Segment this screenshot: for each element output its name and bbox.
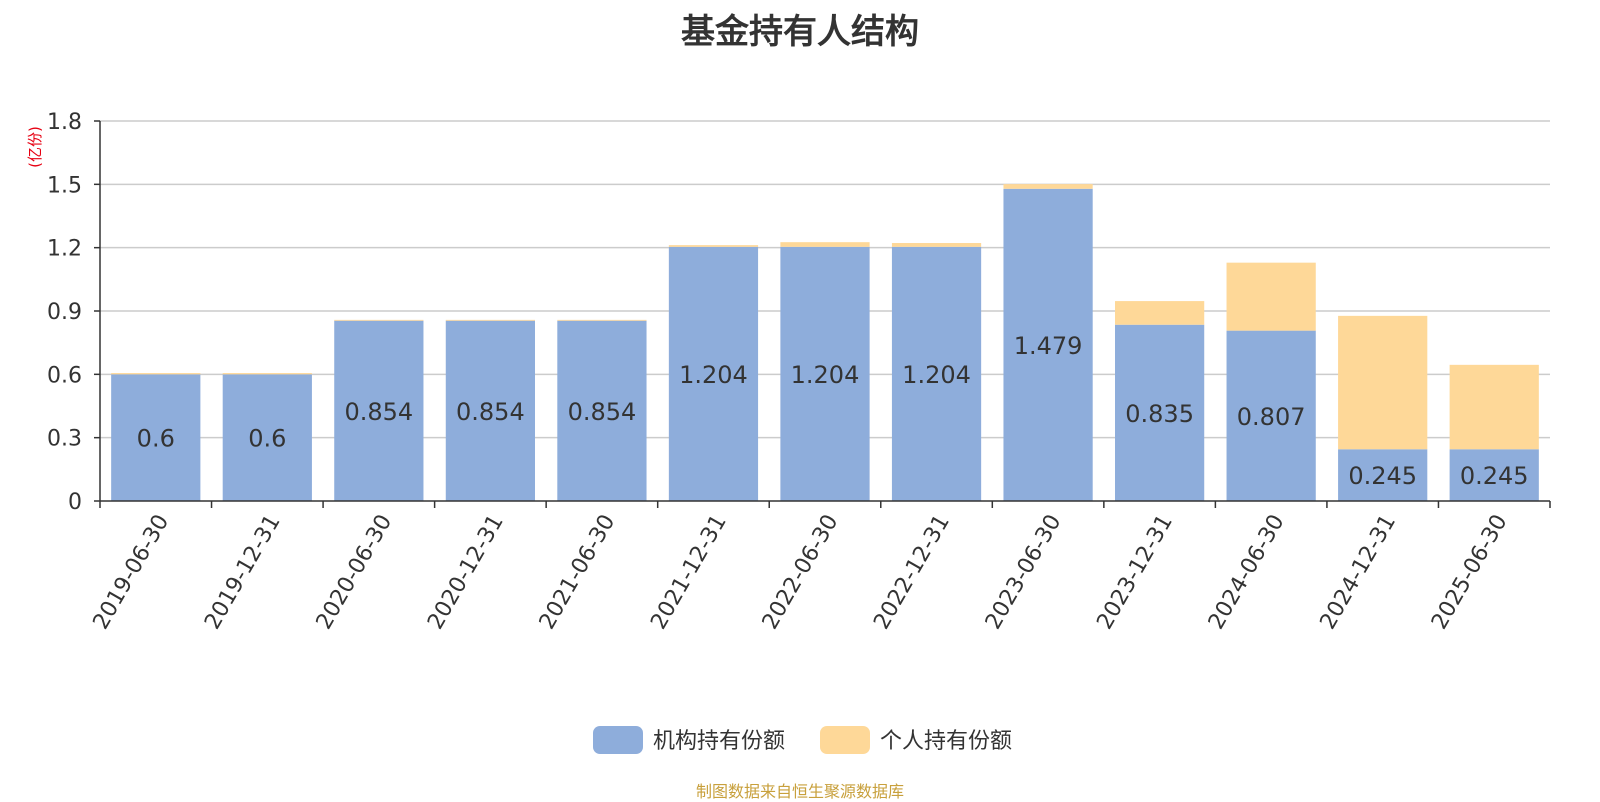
bar-individual[interactable] bbox=[1449, 364, 1539, 450]
bar-institution[interactable] bbox=[222, 374, 312, 501]
bar-individual[interactable] bbox=[668, 245, 759, 247]
bar-individual[interactable] bbox=[222, 373, 312, 375]
data-label: 0.835 bbox=[1125, 400, 1194, 428]
bar-individual[interactable] bbox=[111, 373, 201, 375]
y-tick-label: 0 bbox=[68, 490, 82, 515]
data-label: 1.204 bbox=[791, 361, 860, 389]
x-tick-label: 2021-06-30 bbox=[535, 511, 621, 634]
bar-institution[interactable] bbox=[1003, 188, 1093, 501]
y-tick-label: 1.2 bbox=[47, 237, 82, 262]
bars: 0.6 0.6 0.854 0.854 0.854 1.204 1.204 1.204 1.47… bbox=[111, 184, 1539, 501]
y-tick-label: 1.5 bbox=[47, 173, 82, 198]
x-tick-label: 2021-12-31 bbox=[646, 511, 732, 634]
legend-swatch[interactable] bbox=[820, 726, 870, 754]
bar-institution[interactable] bbox=[891, 246, 982, 501]
x-tick-label: 2022-12-31 bbox=[869, 511, 955, 634]
bar-institution[interactable] bbox=[445, 320, 535, 501]
x-tick-label: 2020-06-30 bbox=[312, 511, 398, 634]
bar-individual[interactable] bbox=[557, 319, 647, 321]
data-label: 0.6 bbox=[137, 425, 175, 453]
x-tick-label: 2023-06-30 bbox=[981, 511, 1067, 634]
y-unit-label: (亿份) bbox=[26, 126, 44, 168]
data-label: 0.807 bbox=[1237, 403, 1306, 431]
x-tick-label: 2025-06-30 bbox=[1427, 511, 1513, 634]
data-label: 0.245 bbox=[1460, 462, 1529, 490]
bar-individual[interactable] bbox=[891, 243, 982, 247]
bar-individual[interactable] bbox=[334, 319, 424, 321]
bar-individual[interactable] bbox=[1003, 184, 1093, 189]
legend-label[interactable]: 个人持有份额 bbox=[880, 729, 1012, 754]
chart-title: 基金持有人结构 bbox=[681, 12, 919, 52]
bar-individual[interactable] bbox=[1226, 262, 1316, 331]
x-tick-label: 2022-06-30 bbox=[758, 511, 844, 634]
x-tick-label: 2023-12-31 bbox=[1092, 511, 1178, 634]
bar-institution[interactable] bbox=[1115, 324, 1205, 501]
data-label: 1.479 bbox=[1014, 332, 1083, 360]
bar-individual[interactable] bbox=[1115, 301, 1205, 325]
bar-institution[interactable] bbox=[668, 246, 759, 501]
source-note: 制图数据来自恒生聚源数据库 bbox=[695, 782, 904, 801]
y-tick-label: 1.8 bbox=[47, 110, 82, 135]
bar-institution[interactable] bbox=[557, 320, 647, 501]
bar-institution[interactable] bbox=[1338, 449, 1428, 501]
data-label: 0.6 bbox=[248, 425, 286, 453]
x-tick-label: 2020-12-31 bbox=[423, 511, 509, 634]
y-tick-label: 0.3 bbox=[47, 427, 82, 452]
bar-institution[interactable] bbox=[334, 320, 424, 501]
y-tick-label: 0.9 bbox=[47, 300, 82, 325]
data-label: 0.854 bbox=[344, 398, 413, 426]
bar-institution[interactable] bbox=[1449, 449, 1539, 501]
bar-institution[interactable] bbox=[780, 246, 870, 501]
bar-individual[interactable] bbox=[445, 319, 535, 321]
y-tick-label: 0.6 bbox=[47, 363, 82, 388]
data-label: 1.204 bbox=[902, 361, 971, 389]
x-tick-label: 2024-12-31 bbox=[1316, 511, 1402, 634]
x-tick-label: 2024-06-30 bbox=[1204, 511, 1290, 634]
data-label: 0.854 bbox=[456, 398, 525, 426]
legend-label[interactable]: 机构持有份额 bbox=[653, 729, 785, 754]
legend[interactable]: 机构持有份额 个人持有份额 bbox=[593, 726, 1012, 754]
bar-institution[interactable] bbox=[111, 374, 201, 501]
x-tick-label: 2019-12-31 bbox=[200, 511, 286, 634]
bar-individual[interactable] bbox=[1338, 315, 1428, 450]
data-label: 1.204 bbox=[679, 361, 748, 389]
data-label: 0.854 bbox=[568, 398, 637, 426]
legend-swatch[interactable] bbox=[593, 726, 643, 754]
bar-institution[interactable] bbox=[1226, 330, 1316, 501]
bar-individual[interactable] bbox=[780, 242, 870, 247]
x-tick-label: 2019-06-30 bbox=[89, 511, 175, 634]
data-label: 0.245 bbox=[1348, 462, 1417, 490]
